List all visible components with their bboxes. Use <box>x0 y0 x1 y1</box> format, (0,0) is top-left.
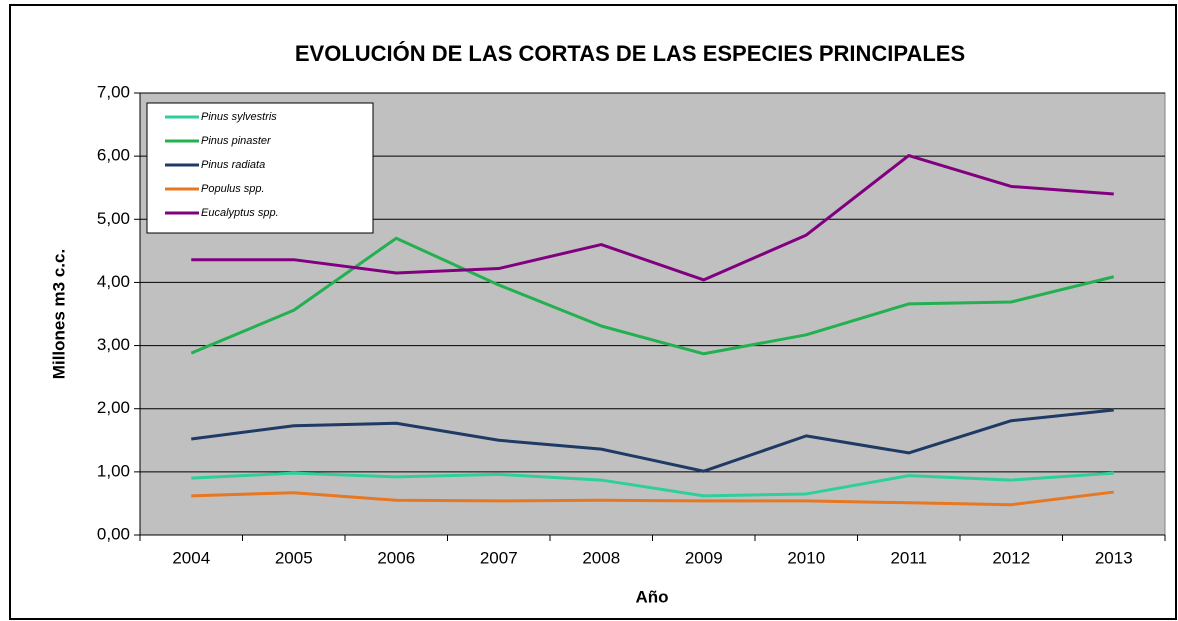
legend-box <box>146 102 374 234</box>
y-tick-label: 6,00 <box>97 146 130 165</box>
y-tick-label: 7,00 <box>97 82 130 101</box>
x-tick-label: 2004 <box>172 548 210 567</box>
legend-label: Populus spp. <box>201 183 265 195</box>
y-tick-label: 3,00 <box>97 335 130 354</box>
legend-label: Pinus pinaster <box>201 135 272 147</box>
x-tick-label: 2013 <box>1095 548 1133 567</box>
y-tick-label: 2,00 <box>97 398 130 417</box>
x-tick-label: 2005 <box>275 548 313 567</box>
series-line <box>191 471 1114 498</box>
x-tick-label: 2006 <box>377 548 415 567</box>
x-tick-label: 2008 <box>582 548 620 567</box>
legend-label: Pinus sylvestris <box>201 111 277 123</box>
series-line <box>191 490 1114 507</box>
x-axis-label: Año <box>635 587 668 606</box>
series-line <box>191 408 1114 473</box>
x-tick-label: 2012 <box>992 548 1030 567</box>
y-axis-label: Millones m3 c.c. <box>49 249 68 379</box>
y-tick-label: 5,00 <box>97 209 130 228</box>
y-tick-label: 0,00 <box>97 524 130 543</box>
y-tick-label: 4,00 <box>97 272 130 291</box>
series-line <box>191 154 1114 282</box>
y-tick-label: 1,00 <box>97 461 130 480</box>
x-tick-label: 2010 <box>787 548 825 567</box>
x-tick-label: 2011 <box>890 548 927 567</box>
x-tick-label: 2007 <box>480 548 518 567</box>
legend-label: Pinus radiata <box>201 159 265 171</box>
chart-title: EVOLUCIÓN DE LAS CORTAS DE LAS ESPECIES … <box>295 41 965 66</box>
legend-label: Eucalyptus spp. <box>201 207 279 219</box>
x-tick-label: 2009 <box>685 548 723 567</box>
series-line <box>190 236 1115 356</box>
